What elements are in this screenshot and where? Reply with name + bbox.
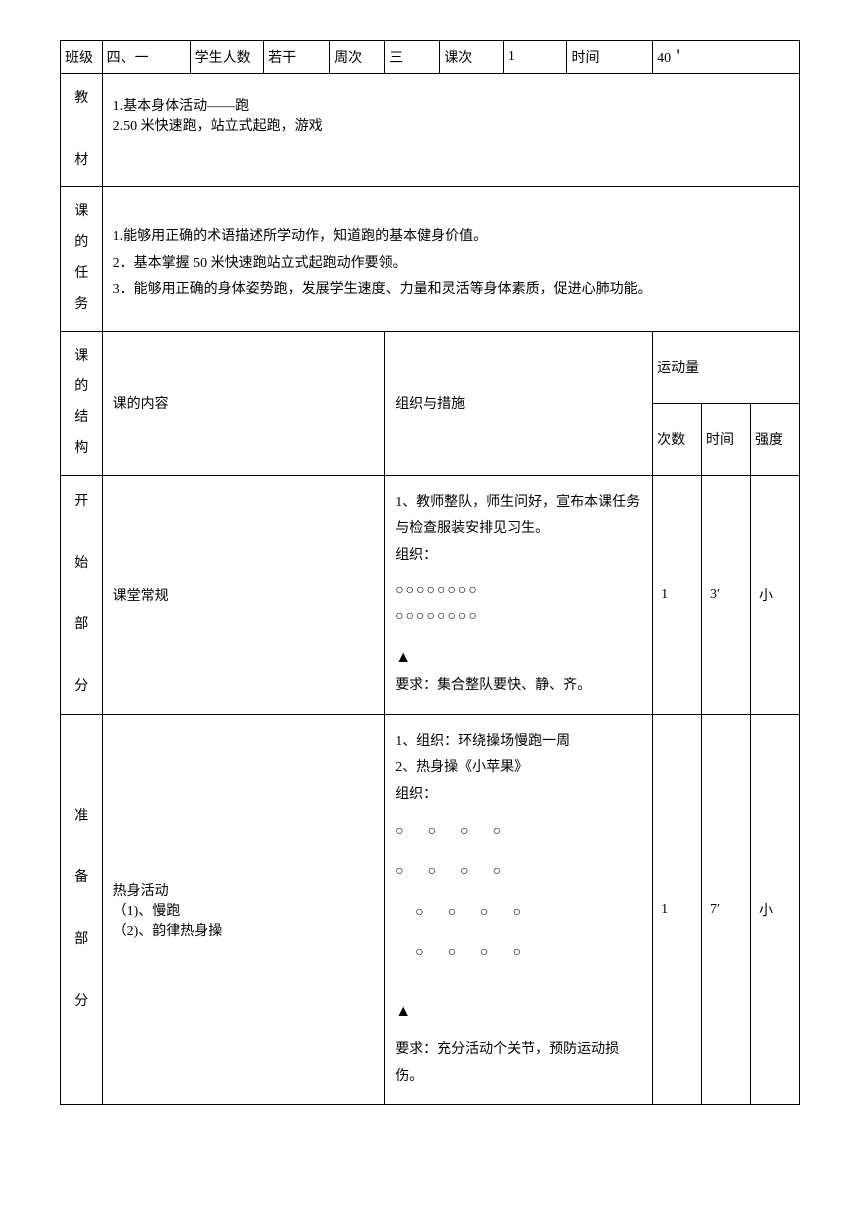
value-time: 40＇: [653, 41, 800, 74]
prep-content-title: 热身活动: [113, 880, 375, 900]
value-week: 三: [385, 41, 440, 74]
prep-circles-row3: ○○○○: [395, 900, 642, 927]
prep-content: 热身活动 （1)、慢跑 （2)、韵律热身操: [102, 714, 385, 1105]
lesson-plan-table: 班级 四、一 学生人数 若干 周次 三 课次 1 时间 40＇ 教材 1.基本身…: [60, 40, 800, 1105]
material-label: 教材: [61, 74, 103, 187]
label-lesson: 课次: [440, 41, 504, 74]
prep-org-l3: 组织：: [395, 782, 642, 809]
section-start: 开始部分 课堂常规 1、教师整队，师生问好，宣布本课任务与检查服装安排见习生。 …: [61, 475, 800, 714]
start-label: 开始部分: [61, 475, 103, 714]
time-label: 时间: [702, 403, 751, 475]
prep-org-l1: 1、组织：环绕操场慢跑一周: [395, 729, 642, 756]
prep-org: 1、组织：环绕操场慢跑一周 2、热身操《小苹果》 组织： ○○○○ ○○○○ ○…: [385, 714, 653, 1105]
prep-circles-row4: ○○○○: [395, 940, 642, 967]
start-org-l1: 1、教师整队，师生问好，宣布本课任务与检查服装安排见习生。: [395, 490, 642, 543]
label-time: 时间: [567, 41, 653, 74]
tasks-content: 1.能够用正确的术语描述所学动作，知道跑的基本健身价值。 2．基本掌握 50 米…: [102, 187, 799, 331]
material-line1: 1.基本身体活动——跑: [113, 95, 789, 115]
prep-time: 7′: [702, 714, 751, 1105]
tasks-line1: 1.能够用正确的术语描述所学动作，知道跑的基本健身价值。: [113, 224, 789, 251]
structure-label: 课的结构: [61, 331, 103, 475]
value-students: 若干: [264, 41, 330, 74]
prep-count: 1: [653, 714, 702, 1105]
label-students: 学生人数: [190, 41, 263, 74]
intensity-label: 强度: [750, 403, 799, 475]
content-label: 课的内容: [102, 331, 385, 475]
prep-content-l1: （1)、慢跑: [113, 900, 375, 920]
material-content: 1.基本身体活动——跑 2.50 米快速跑，站立式起跑，游戏: [102, 74, 799, 187]
start-circles-row2: ○○○○○○○○: [395, 604, 642, 631]
tasks-line3: 3．能够用正确的身体姿势跑，发展学生速度、力量和灵活等身体素质，促进心肺功能。: [113, 277, 789, 304]
material-row: 教材 1.基本身体活动——跑 2.50 米快速跑，站立式起跑，游戏: [61, 74, 800, 187]
count-label: 次数: [653, 403, 702, 475]
label-class: 班级: [61, 41, 103, 74]
table-head-row1: 课的结构 课的内容 组织与措施 运动量: [61, 331, 800, 403]
prep-org-l2: 2、热身操《小苹果》: [395, 755, 642, 782]
tasks-line2: 2．基本掌握 50 米快速跑站立式起跑动作要领。: [113, 251, 789, 278]
tasks-row: 课的任务 1.能够用正确的术语描述所学动作，知道跑的基本健身价值。 2．基本掌握…: [61, 187, 800, 331]
start-circles-row1: ○○○○○○○○: [395, 578, 642, 605]
prep-intensity: 小: [750, 714, 799, 1105]
org-label: 组织与措施: [385, 331, 653, 475]
start-triangle-icon: ▲: [395, 643, 642, 673]
prep-circles-row2: ○○○○: [395, 859, 642, 886]
start-org-l2: 组织：: [395, 543, 642, 570]
prep-content-l2: （2)、韵律热身操: [113, 920, 375, 940]
section-prep: 准备部分 热身活动 （1)、慢跑 （2)、韵律热身操 1、组织：环绕操场慢跑一周…: [61, 714, 800, 1105]
prep-label: 准备部分: [61, 714, 103, 1105]
start-req: 要求：集合整队要快、静、齐。: [395, 673, 642, 700]
start-count: 1: [653, 475, 702, 714]
prep-triangle-icon: ▲: [395, 997, 642, 1027]
start-org: 1、教师整队，师生问好，宣布本课任务与检查服装安排见习生。 组织： ○○○○○○…: [385, 475, 653, 714]
prep-circles-row1: ○○○○: [395, 819, 642, 846]
value-lesson: 1: [503, 41, 567, 74]
value-class: 四、一: [102, 41, 190, 74]
start-time: 3′: [702, 475, 751, 714]
material-line2: 2.50 米快速跑，站立式起跑，游戏: [113, 115, 789, 135]
label-week: 周次: [330, 41, 385, 74]
tasks-label: 课的任务: [61, 187, 103, 331]
load-label: 运动量: [653, 331, 800, 403]
header-row: 班级 四、一 学生人数 若干 周次 三 课次 1 时间 40＇: [61, 41, 800, 74]
prep-req: 要求：充分活动个关节，预防运动损伤。: [395, 1037, 642, 1090]
start-intensity: 小: [750, 475, 799, 714]
start-content: 课堂常规: [102, 475, 385, 714]
